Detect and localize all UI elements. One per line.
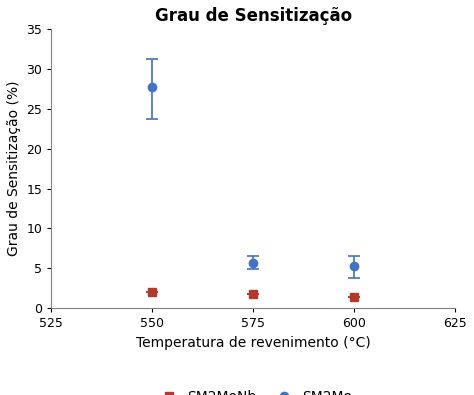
X-axis label: Temperatura de revenimento (°C): Temperatura de revenimento (°C): [136, 336, 371, 350]
Y-axis label: Grau de Sensitização (%): Grau de Sensitização (%): [7, 81, 21, 256]
Title: Grau de Sensitização: Grau de Sensitização: [155, 7, 352, 25]
Legend: SM2MoNb, SM2Mo: SM2MoNb, SM2Mo: [149, 385, 357, 395]
